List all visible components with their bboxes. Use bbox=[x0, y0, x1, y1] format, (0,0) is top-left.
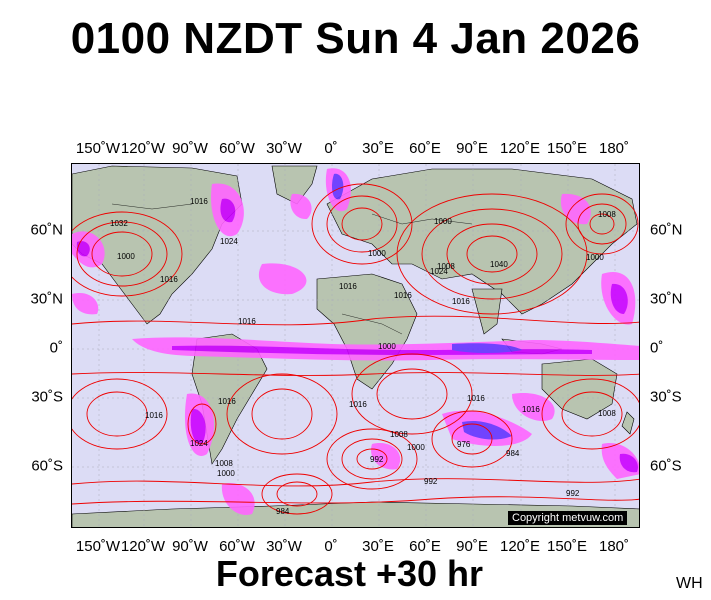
lat-label: 0˚ bbox=[49, 339, 63, 357]
lon-label: 150˚E bbox=[546, 140, 588, 157]
isobar-label: 1000 bbox=[586, 253, 604, 262]
isobar-label: 1016 bbox=[452, 297, 470, 306]
isobar-label: 1024 bbox=[430, 267, 448, 276]
isobar-label: 992 bbox=[424, 477, 438, 486]
lat-label: 30˚S bbox=[650, 388, 682, 406]
chart-title: 0100 NZDT Sun 4 Jan 2026 bbox=[70, 14, 641, 63]
lon-label: 90˚W bbox=[172, 140, 208, 157]
model-code: WH bbox=[676, 575, 703, 592]
isobar-label: 1032 bbox=[110, 219, 128, 228]
lon-label: 90˚E bbox=[456, 538, 488, 555]
isobar-label: 1040 bbox=[490, 260, 508, 269]
isobar-label: 1008 bbox=[598, 210, 616, 219]
lon-label: 60˚W bbox=[219, 140, 255, 157]
isobar-label: 1000 bbox=[434, 217, 452, 226]
isobar-label: 1000 bbox=[378, 342, 396, 351]
copyright-notice: Copyright metvuw.com bbox=[508, 511, 628, 525]
lon-label: 150˚W bbox=[75, 140, 121, 157]
lon-label: 30˚E bbox=[362, 140, 394, 157]
isobar-label: 976 bbox=[457, 440, 471, 449]
isobar-label: 1000 bbox=[117, 252, 135, 261]
land-greenland bbox=[271, 165, 318, 205]
lon-label: 180˚ bbox=[598, 140, 630, 157]
weather-map-canvas: 1016 1032 1000 1016 1024 1016 1000 1016 … bbox=[72, 164, 639, 527]
isobar-label: 1016 bbox=[349, 400, 367, 409]
forecast-label: Forecast +30 hr bbox=[215, 553, 484, 594]
precipitation bbox=[72, 168, 639, 515]
lon-label: 30˚W bbox=[266, 140, 302, 157]
lon-label: 120˚W bbox=[120, 538, 166, 555]
isobar-label: 1016 bbox=[190, 197, 208, 206]
isobar-label: 1016 bbox=[522, 405, 540, 414]
lat-label: 30˚N bbox=[650, 290, 683, 308]
isobar-label: 1000 bbox=[217, 469, 235, 478]
isobar-label: 1008 bbox=[437, 262, 455, 271]
isobar-label: 1024 bbox=[190, 439, 208, 448]
isobar-label: 1016 bbox=[394, 291, 412, 300]
isobar-label: 1016 bbox=[145, 411, 163, 420]
borders bbox=[111, 203, 473, 335]
lat-label: 60˚N bbox=[650, 221, 683, 239]
land-eurasia bbox=[326, 168, 638, 315]
land-india bbox=[471, 288, 503, 335]
lon-label: 0˚ bbox=[324, 538, 338, 555]
isobar-label: 984 bbox=[276, 507, 290, 516]
isobar-label: 1016 bbox=[160, 275, 178, 284]
lon-label: 120˚E bbox=[499, 140, 541, 157]
lon-label: 60˚E bbox=[409, 538, 441, 555]
isobar-label: 1000 bbox=[368, 249, 386, 258]
lon-label: 150˚E bbox=[546, 538, 588, 555]
lat-label: 0˚ bbox=[650, 339, 664, 357]
lat-label: 60˚S bbox=[650, 457, 682, 475]
lon-label: 120˚E bbox=[499, 538, 541, 555]
isobar-label: 1016 bbox=[238, 317, 256, 326]
landmasses bbox=[72, 165, 639, 527]
isobar-label: 1024 bbox=[220, 237, 238, 246]
lon-label: 60˚W bbox=[219, 538, 255, 555]
isobar-label: 1016 bbox=[467, 394, 485, 403]
lon-label: 90˚E bbox=[456, 140, 488, 157]
lon-label: 60˚E bbox=[409, 140, 441, 157]
isobar-label: 1008 bbox=[215, 459, 233, 468]
lon-label: 150˚W bbox=[75, 538, 121, 555]
isobar-label: 1016 bbox=[218, 397, 236, 406]
isobar-label: 1016 bbox=[339, 282, 357, 291]
lat-label: 30˚N bbox=[30, 290, 63, 308]
isobar-label: 1000 bbox=[407, 443, 425, 452]
isobar-label-group: 1016 1032 1000 1016 1024 1016 1000 1016 … bbox=[110, 197, 616, 516]
lon-label: 90˚W bbox=[172, 538, 208, 555]
weather-map: 1016 1032 1000 1016 1024 1016 1000 1016 … bbox=[71, 163, 640, 528]
isobars bbox=[72, 183, 639, 515]
lat-label: 60˚S bbox=[31, 457, 63, 475]
land-antarctica bbox=[72, 501, 639, 527]
lon-label: 120˚W bbox=[120, 140, 166, 157]
lat-label: 30˚S bbox=[31, 388, 63, 406]
isobar-label: 984 bbox=[506, 449, 520, 458]
lat-label: 60˚N bbox=[30, 221, 63, 239]
isobar-label: 1008 bbox=[390, 430, 408, 439]
isobar-label: 992 bbox=[370, 455, 384, 464]
land-new-zealand bbox=[621, 411, 635, 435]
lon-label: 30˚W bbox=[266, 538, 302, 555]
isobar-label: 992 bbox=[566, 489, 580, 498]
lon-label: 180˚ bbox=[598, 538, 630, 555]
lon-label: 30˚E bbox=[362, 538, 394, 555]
isobar-label: 1008 bbox=[598, 409, 616, 418]
land-australia bbox=[541, 358, 618, 420]
lon-label: 0˚ bbox=[324, 140, 338, 157]
